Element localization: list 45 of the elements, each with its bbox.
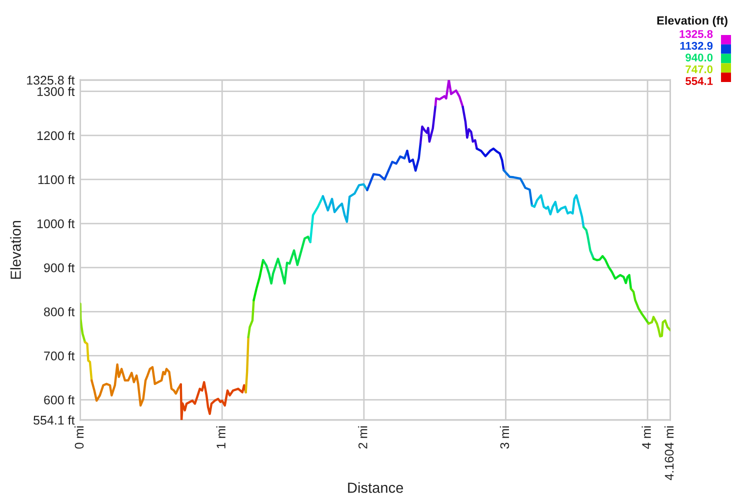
x-tick-label: 4 mi <box>642 426 651 449</box>
line-series <box>582 226 595 260</box>
color-bar-label: 1325.8 <box>680 30 713 38</box>
color-bar-label: 940.0 <box>686 54 713 62</box>
line-series <box>262 236 312 285</box>
x-tick-label: 2 mi <box>358 426 368 449</box>
line-series <box>419 104 437 144</box>
y-tick-label: 1300 ft <box>37 86 75 96</box>
x-tick-label: 0 mi <box>74 426 84 449</box>
y-tick-label: 1000 ft <box>37 219 75 228</box>
y-tick-label: 554.1 ft <box>34 415 75 425</box>
y-tick-label: 800 ft <box>44 307 75 316</box>
color-bar-label: 554.1 <box>686 77 713 85</box>
line-series <box>84 340 93 382</box>
x-axis-title: Distance <box>348 482 404 493</box>
line-series <box>80 302 86 344</box>
line-series <box>322 183 368 223</box>
line-series <box>309 195 324 244</box>
y-tick-label: 600 ft <box>44 395 75 404</box>
color-bar-label: 747.0 <box>686 65 713 74</box>
x-tick-label: 3 mi <box>500 426 510 449</box>
line-series <box>90 363 182 407</box>
y-tick-label: 900 ft <box>44 263 75 272</box>
x-tick-label: 1 mi <box>216 426 226 448</box>
line-series <box>406 142 422 172</box>
line-series <box>476 148 505 172</box>
color-bar-title: Elevation (ft) <box>657 16 728 27</box>
line-series <box>502 169 534 207</box>
color-bar-label: 1132.9 <box>680 42 713 50</box>
line-series <box>630 288 650 325</box>
line-series <box>366 150 408 192</box>
line-series <box>647 316 670 338</box>
y-tick-label: 1100 ft <box>38 174 75 184</box>
line-series <box>462 106 478 150</box>
line-series <box>180 381 247 420</box>
y-tick-label: 1325.8 ft <box>27 75 75 85</box>
line-series <box>247 299 255 338</box>
line-series <box>434 80 464 108</box>
y-tick-label: 700 ft <box>44 351 75 360</box>
x-tick-label: 4.1604 mi <box>664 426 674 480</box>
line-series <box>252 259 264 302</box>
y-tick-label: 1200 ft <box>37 130 75 140</box>
line-series <box>530 194 585 228</box>
line-series <box>592 255 632 290</box>
y-axis-title: Elevation <box>10 220 21 279</box>
